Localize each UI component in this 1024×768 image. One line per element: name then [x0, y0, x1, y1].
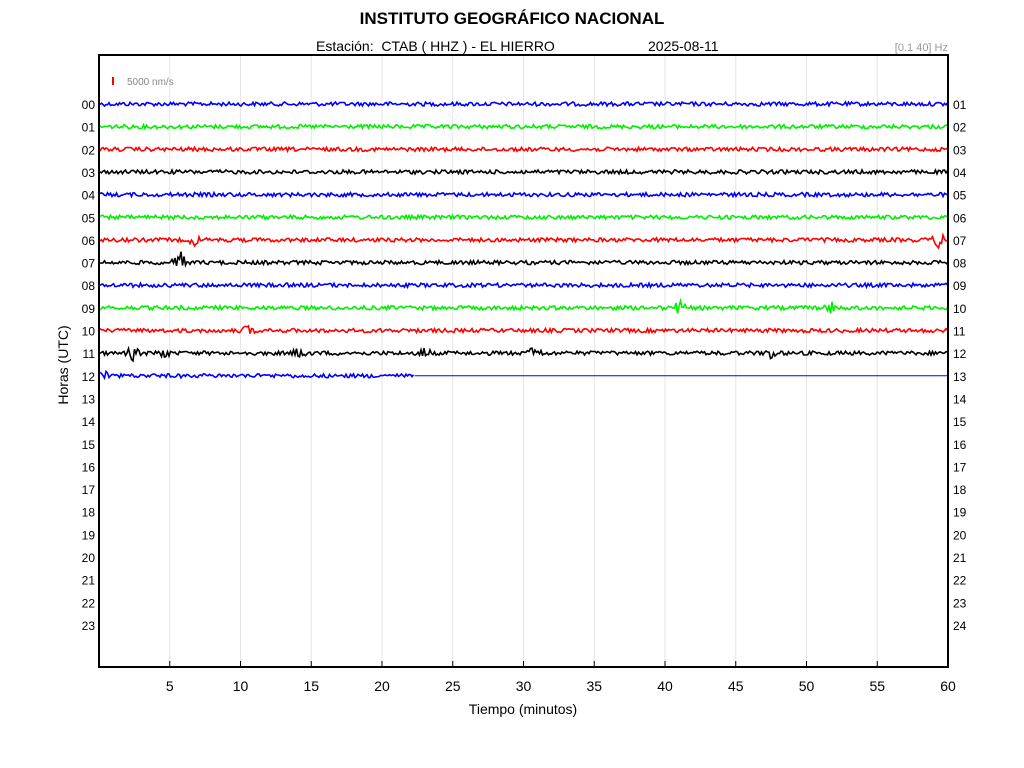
- trace-hour-09: [99, 297, 949, 314]
- hour-label-right: 16: [953, 438, 967, 452]
- x-tick-label: 45: [728, 678, 744, 694]
- x-tick-label: 50: [799, 678, 815, 694]
- trace-hour-12: [99, 369, 415, 381]
- hour-label-left: 10: [82, 325, 96, 339]
- trace-hour-05: [99, 213, 948, 222]
- hour-label-right: 18: [953, 483, 967, 497]
- hour-label-right: 02: [953, 121, 967, 135]
- hour-label-right: 21: [953, 551, 967, 565]
- hour-label-left: 13: [82, 392, 96, 406]
- hour-label-left: 02: [82, 143, 96, 157]
- hour-label-left: 21: [82, 574, 96, 588]
- hour-label-right: 12: [953, 347, 967, 361]
- hour-label-right: 17: [953, 460, 967, 474]
- hour-label-right: 24: [953, 619, 967, 633]
- x-tick-label: 10: [233, 678, 249, 694]
- trace-hour-04: [99, 190, 948, 199]
- hour-label-left: 19: [82, 528, 96, 542]
- hour-label-left: 12: [82, 370, 96, 384]
- hour-label-left: 18: [82, 506, 96, 520]
- trace-hour-01: [99, 122, 948, 131]
- date-label: 2025-08-11: [648, 38, 719, 54]
- scale-bar: [112, 77, 114, 85]
- hour-label-left: 00: [82, 98, 96, 112]
- trace-hour-03: [99, 168, 949, 177]
- hour-label-left: 17: [82, 483, 96, 497]
- x-tick-label: 5: [166, 678, 174, 694]
- hour-label-left: 05: [82, 211, 96, 225]
- hour-label-right: 05: [953, 189, 967, 203]
- hour-label-right: 20: [953, 528, 967, 542]
- x-axis-label: Tiempo (minutos): [469, 701, 577, 717]
- page-title: INSTITUTO GEOGRÁFICO NACIONAL: [359, 9, 665, 28]
- hour-label-right: 06: [953, 211, 967, 225]
- x-tick-label: 30: [516, 678, 532, 694]
- traces: [99, 100, 949, 381]
- hour-label-right: 15: [953, 415, 967, 429]
- scale-marker: 5000 nm/s: [112, 77, 174, 88]
- x-tick-label: 25: [445, 678, 461, 694]
- hour-label-left: 16: [82, 460, 96, 474]
- hour-label-left: 04: [82, 189, 96, 203]
- trace-hour-06: [99, 232, 948, 250]
- trace-hour-08: [99, 281, 949, 290]
- trace-hour-11: [99, 345, 948, 363]
- hour-label-right: 09: [953, 279, 967, 293]
- hour-label-right: 04: [953, 166, 967, 180]
- axis-labels: 5 10 15 20 25 30 35 40 45 50 55 60 00 01 02 03 04 05 06 07 0…: [82, 98, 967, 694]
- hour-label-left: 11: [83, 347, 96, 361]
- hour-label-right: 19: [953, 506, 967, 520]
- x-tick-label: 20: [374, 678, 390, 694]
- hour-label-left: 07: [82, 257, 96, 271]
- hour-label-left: 08: [82, 279, 96, 293]
- hour-label-right: 01: [953, 98, 967, 112]
- hour-label-right: 10: [953, 302, 967, 316]
- trace-hour-10: [99, 324, 949, 335]
- hour-label-right: 14: [953, 392, 967, 406]
- hour-label-left: 03: [82, 166, 96, 180]
- hour-label-left: 15: [82, 438, 96, 452]
- x-tick-label: 55: [869, 678, 885, 694]
- x-tick-label: 15: [303, 678, 319, 694]
- station-label: Estación: CTAB ( HHZ ) - EL HIERRO: [316, 38, 555, 54]
- filter-label: [0.1 40] Hz: [894, 42, 948, 54]
- grid: [169, 55, 878, 667]
- x-tick-label: 35: [586, 678, 602, 694]
- hour-label-left: 22: [82, 596, 96, 610]
- hour-label-left: 20: [82, 551, 96, 565]
- hour-label-left: 09: [82, 302, 96, 316]
- hour-label-left: 23: [82, 619, 96, 633]
- hour-label-right: 11: [953, 325, 966, 339]
- hour-label-right: 03: [953, 143, 967, 157]
- scale-label: 5000 nm/s: [127, 77, 174, 88]
- hour-label-right: 22: [953, 574, 967, 588]
- x-tick-label: 40: [657, 678, 673, 694]
- hour-label-right: 23: [953, 596, 967, 610]
- hour-label-right: 07: [953, 234, 967, 248]
- hour-label-left: 14: [82, 415, 96, 429]
- trace-hour-02: [99, 145, 948, 154]
- trace-hour-07: [99, 251, 948, 268]
- trace-hour-00: [99, 100, 949, 108]
- hour-label-right: 13: [953, 370, 967, 384]
- hour-label-right: 08: [953, 257, 967, 271]
- y-axis-label: Horas (UTC): [55, 325, 71, 404]
- hour-label-left: 01: [82, 121, 96, 135]
- hour-label-left: 06: [82, 234, 96, 248]
- x-tick-label: 60: [940, 678, 956, 694]
